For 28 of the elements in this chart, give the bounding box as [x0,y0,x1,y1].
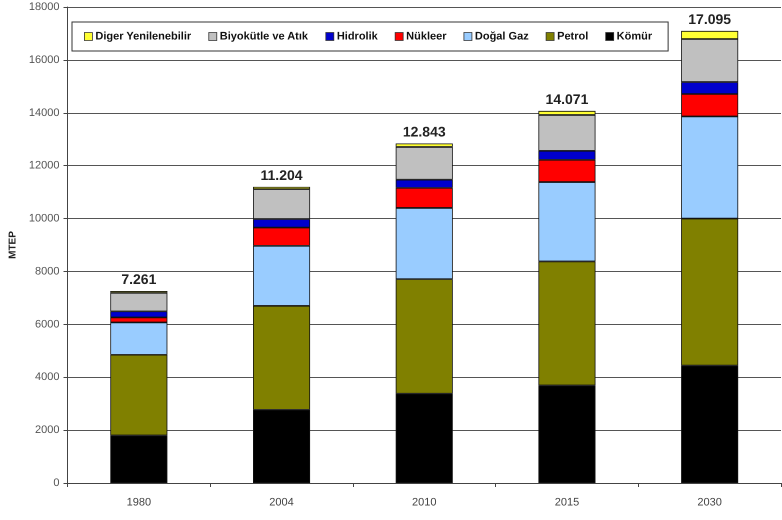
y-tick-label: 18000 [28,1,60,13]
x-tick-label: 2004 [269,496,294,508]
x-tick-label: 2010 [412,496,436,508]
legend-label: Diger Yenilenebilir [95,30,192,42]
legend-label: Biyokütle ve Atık [220,30,309,42]
x-tick-label: 2015 [554,496,580,508]
x-tick-label: 1980 [126,496,152,508]
legend-label: Hidrolik [336,30,379,42]
y-tick-label: 10000 [28,212,60,225]
y-axis-title: MTEP [8,230,18,259]
y-tick-label: 14000 [28,106,60,119]
y-tick-label: 12000 [28,160,60,172]
legend-label: Doğal Gaz [474,30,530,42]
legend-label: Nükleer [406,30,448,42]
legend-label: Petrol [557,30,588,42]
y-tick-label: 0 [53,477,60,489]
total-label: 12.843 [402,123,446,140]
total-label: 11.204 [260,166,303,183]
x-tick-label: 2030 [697,496,722,508]
total-label: 7.261 [121,271,157,288]
total-label: 14.071 [546,90,589,107]
total-label: 17.095 [688,10,732,27]
y-tick-label: 6000 [35,318,60,330]
legend-label: Kömür [616,30,653,42]
y-tick-label: 8000 [35,265,60,278]
y-tick-label: 4000 [35,371,60,384]
y-tick-label: 2000 [35,424,60,436]
y-tick-label: 16000 [28,54,60,66]
